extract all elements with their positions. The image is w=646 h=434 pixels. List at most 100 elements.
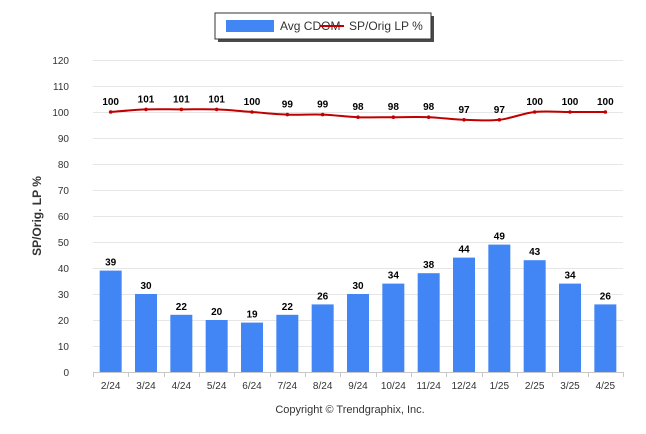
line-point [179,107,184,112]
line-point [603,110,608,114]
line-point [285,112,290,117]
bar-value-label: 39 [105,258,117,269]
y-tick-label: 30 [58,290,70,301]
bar-value-label: 20 [211,307,223,318]
bar-value-label: 22 [282,302,294,313]
y-tick-label: 70 [58,186,70,197]
x-tick-label: 10/24 [381,381,406,392]
line-point [250,110,254,114]
bar-value-label: 43 [529,247,541,258]
line-point [391,115,396,119]
y-axis-title: SP/Orig. LP % [30,176,44,256]
data-labels: 39 30 22 20 19 22 26 30 34 38 44 49 43 34 26 100 101 101 1… [102,94,614,320]
line-point [462,118,466,122]
bar [135,294,157,372]
y-tick-label: 90 [58,134,70,145]
line-value-label: 98 [352,102,364,113]
x-tick-label: 1/25 [490,381,510,392]
legend: Avg CDOM SP/Orig LP % [214,12,434,42]
line-point [108,110,113,114]
bar [311,304,334,372]
y-axis-ticks: 0 10 20 30 40 50 60 70 80 90 100 110 120 [52,56,69,379]
line-value-label: 98 [423,102,435,113]
bar-value-label: 26 [600,291,612,302]
line-point [568,110,572,114]
bar-value-label: 38 [423,260,435,271]
line-value-label: 100 [526,97,543,108]
bar [417,273,440,372]
line-value-label: 99 [282,100,294,111]
y-tick-label: 110 [53,82,69,93]
line-point [144,107,148,112]
x-tick-label: 2/25 [525,381,545,392]
x-tick-label: 6/24 [242,381,262,392]
bar-value-label: 34 [388,271,400,282]
y-tick-label: 50 [58,238,70,249]
y-tick-label: 100 [52,108,69,119]
y-tick-label: 10 [58,342,70,353]
bar [523,260,546,372]
line-point [497,118,502,122]
line-value-label: 101 [138,94,155,105]
x-tick-label: 2/24 [101,381,121,392]
bar-value-label: 34 [564,271,576,282]
legend-line-label: SP/Orig LP % [349,19,423,33]
line-value-label: 101 [173,94,190,105]
bar-value-label: 44 [458,245,470,256]
y-tick-label: 80 [58,160,70,171]
y-tick-label: 0 [63,368,69,379]
x-tick-label: 8/24 [313,381,333,392]
y-tick-label: 60 [58,212,70,223]
x-tick-label: 11/24 [417,381,442,392]
x-tick-label: 4/24 [172,381,192,392]
line-value-label: 99 [317,100,329,111]
bar [559,283,581,372]
bar [347,294,369,372]
line-point [532,110,537,114]
line-value-label: 100 [597,97,614,108]
x-tick-label: 9/24 [348,381,368,392]
line-value-label: 100 [562,97,579,108]
bar-value-label: 26 [317,291,329,302]
y-tick-label: 20 [58,316,70,327]
bar [205,320,228,372]
bar [453,257,475,372]
bar [276,314,299,372]
line-value-label: 98 [388,102,400,113]
line-value-label: 97 [458,105,470,116]
line-value-label: 97 [494,105,506,116]
x-tick-label: 3/24 [136,381,156,392]
x-tick-label: 4/25 [596,381,616,392]
line-point [214,107,219,112]
x-tick-label: 3/25 [560,381,580,392]
line-point [320,112,325,117]
bar-value-label: 19 [246,310,258,321]
x-tick-label: 5/24 [207,381,227,392]
bar-value-label: 30 [140,281,152,292]
line-point [356,115,360,119]
bar [99,270,122,372]
bar [488,244,511,372]
legend-bar-label: Avg CDOM [280,19,340,33]
x-tick-label: 12/24 [451,381,476,392]
x-axis-ticks: 2/24 3/24 4/24 5/24 6/24 7/24 8/24 9/24 10/24 11/… [93,372,624,392]
line-value-label: 100 [244,97,261,108]
line-value-label: 100 [102,97,119,108]
copyright-credit: Copyright © Trendgraphix, Inc. [275,404,424,416]
bar-value-label: 49 [494,232,506,243]
line-point [426,115,431,119]
bar-series [99,244,617,372]
bar-value-label: 22 [176,302,188,313]
x-tick-label: 7/24 [278,381,298,392]
y-tick-label: 40 [58,264,70,275]
line-value-label: 101 [208,94,225,105]
bar-value-label: 30 [352,281,364,292]
bar [241,322,263,372]
legend-bar-swatch [226,20,274,32]
bar [382,283,405,372]
bar [594,304,617,372]
y-tick-label: 120 [52,56,69,67]
line-series [108,107,608,122]
bar [170,314,193,372]
